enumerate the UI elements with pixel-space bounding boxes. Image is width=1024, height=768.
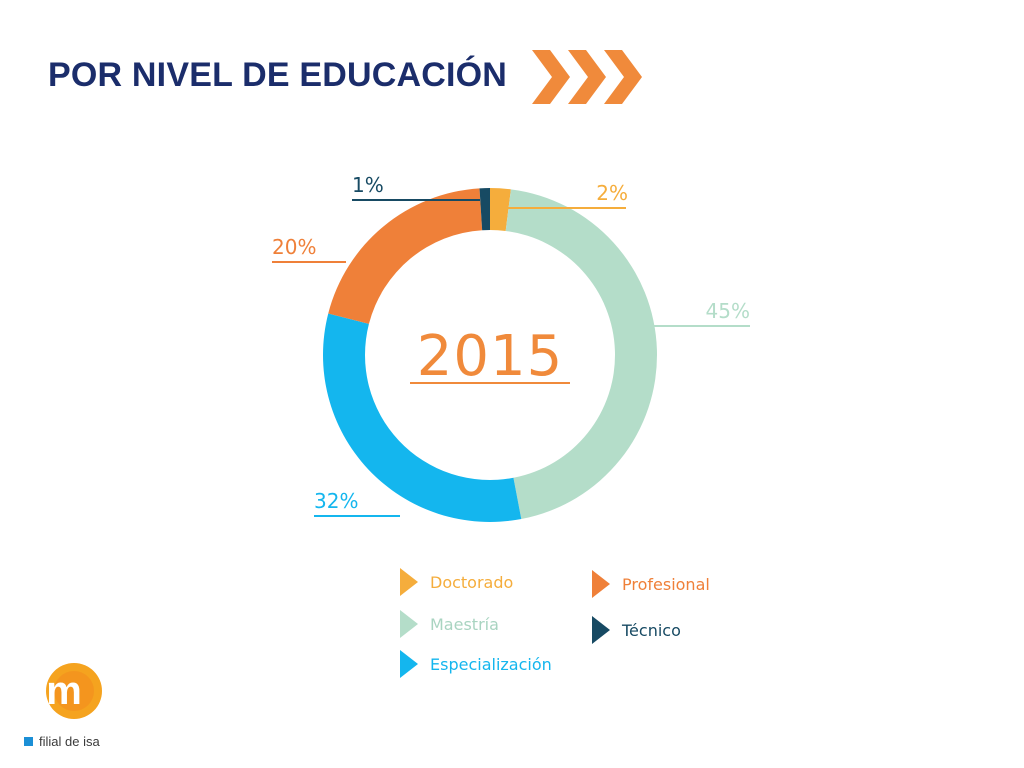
legend-label-maestria: Maestría: [430, 614, 499, 634]
chart-legend: Doctorado Profesional Maestría Técnico E…: [400, 564, 760, 684]
legend-marker-maestria: [400, 610, 418, 638]
xm-logo: xm: [24, 663, 102, 719]
legend-item-profesional: Profesional: [592, 570, 710, 598]
legend-item-tecnico: Técnico: [592, 616, 681, 644]
data-label-profesional: 20%: [272, 235, 316, 259]
data-label-maestria: 45%: [706, 299, 750, 323]
legend-label-tecnico: Técnico: [622, 620, 681, 640]
page-title: POR NIVEL DE EDUCACIÓN: [48, 56, 508, 94]
donut-slice-especializacion: [322, 313, 522, 522]
logo-square-icon: [24, 737, 33, 746]
donut-slice-tecnico: [479, 188, 490, 231]
legend-label-doctorado: Doctorado: [430, 572, 514, 592]
data-label-doctorado: 2%: [596, 181, 628, 205]
legend-item-doctorado: Doctorado: [400, 568, 513, 596]
legend-label-profesional: Profesional: [622, 574, 710, 594]
legend-marker-especializacion: [400, 650, 418, 678]
logo-tagline-text: filial de isa: [39, 734, 100, 749]
legend-marker-doctorado: [400, 568, 418, 596]
donut-slice-doctorado: [490, 188, 511, 231]
legend-label-especializacion: Especialización: [430, 654, 552, 674]
legend-marker-tecnico: [592, 616, 610, 644]
legend-marker-profesional: [592, 570, 610, 598]
donut-chart: 2% 45% 32% 20% 1% 2015: [272, 173, 750, 522]
data-label-especializacion: 32%: [314, 489, 358, 513]
donut-slice-profesional: [328, 188, 483, 324]
chevrons-icon: [532, 50, 642, 104]
center-year-label: 2015: [417, 324, 564, 389]
legend-item-maestria: Maestría: [400, 610, 499, 638]
logo-brand-text: xm: [24, 669, 82, 713]
logo-tagline: filial de isa: [24, 734, 100, 749]
data-label-tecnico: 1%: [352, 173, 384, 197]
legend-item-especializacion: Especialización: [400, 650, 552, 678]
donut-slice-maestria: [505, 189, 657, 520]
